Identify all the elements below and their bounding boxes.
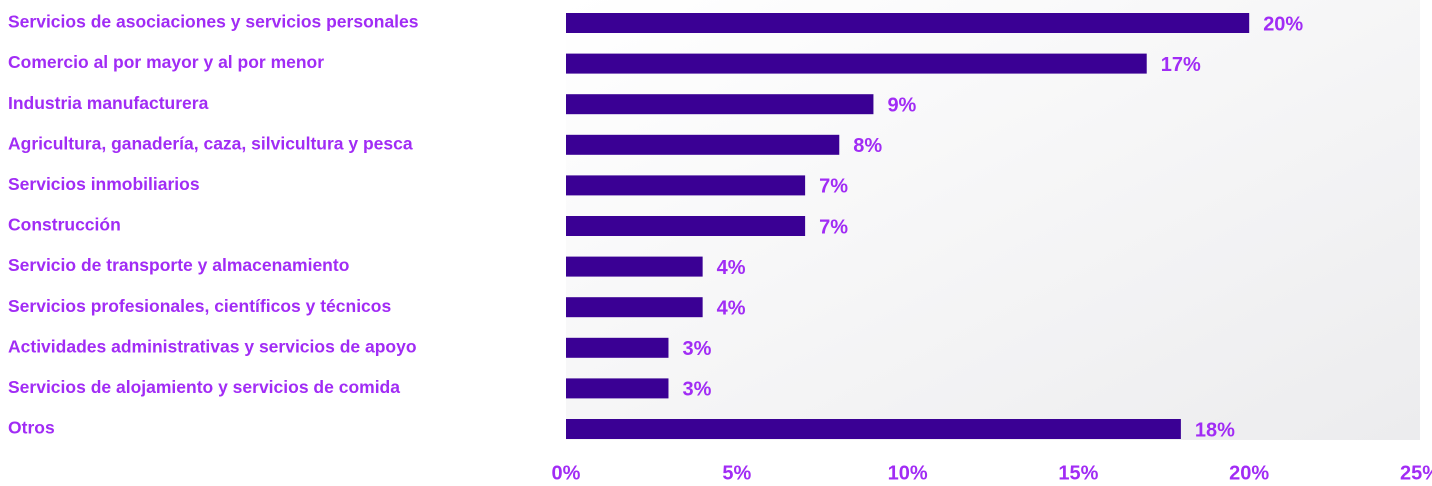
category-label: Agricultura, ganadería, caza, silvicultu… <box>8 133 413 153</box>
bar <box>566 175 806 196</box>
value-label: 4% <box>717 257 746 279</box>
value-label: 3% <box>682 379 711 401</box>
category-label: Industria manufacturera <box>8 93 209 113</box>
value-label: 7% <box>819 216 848 238</box>
bar <box>566 378 669 399</box>
bar <box>566 297 703 318</box>
category-label: Servicios profesionales, científicos y t… <box>8 296 391 316</box>
value-label: 3% <box>682 338 711 360</box>
value-label: 18% <box>1195 419 1235 441</box>
bar <box>566 13 1250 33</box>
category-label: Servicios de asociaciones y servicios pe… <box>8 12 419 32</box>
bar <box>566 94 874 115</box>
bar <box>566 134 840 155</box>
x-tick-label: 0% <box>552 462 581 484</box>
value-label: 17% <box>1161 54 1201 76</box>
category-label: Servicios inmobiliarios <box>8 174 200 194</box>
bar <box>566 337 669 358</box>
category-label: Servicios de alojamiento y servicios de … <box>8 377 400 397</box>
x-tick-label: 25% <box>1400 462 1432 484</box>
value-label: 8% <box>853 135 882 157</box>
category-label: Comercio al por mayor y al por menor <box>8 52 324 72</box>
bar <box>566 53 1147 74</box>
x-tick-label: 10% <box>888 462 928 484</box>
value-label: 4% <box>717 297 746 319</box>
category-label: Construcción <box>8 215 121 235</box>
bar <box>566 216 806 236</box>
x-tick-label: 15% <box>1058 462 1098 484</box>
category-label: Servicio de transporte y almacenamiento <box>8 255 349 275</box>
value-label: 7% <box>819 176 848 198</box>
category-label: Otros <box>8 418 55 438</box>
bar <box>566 419 1181 439</box>
value-label: 20% <box>1263 13 1303 35</box>
x-tick-label: 5% <box>722 462 751 484</box>
value-label: 9% <box>887 94 916 116</box>
bar <box>566 256 703 277</box>
x-tick-label: 20% <box>1229 462 1269 484</box>
category-label: Actividades administrativas y servicios … <box>8 336 417 356</box>
